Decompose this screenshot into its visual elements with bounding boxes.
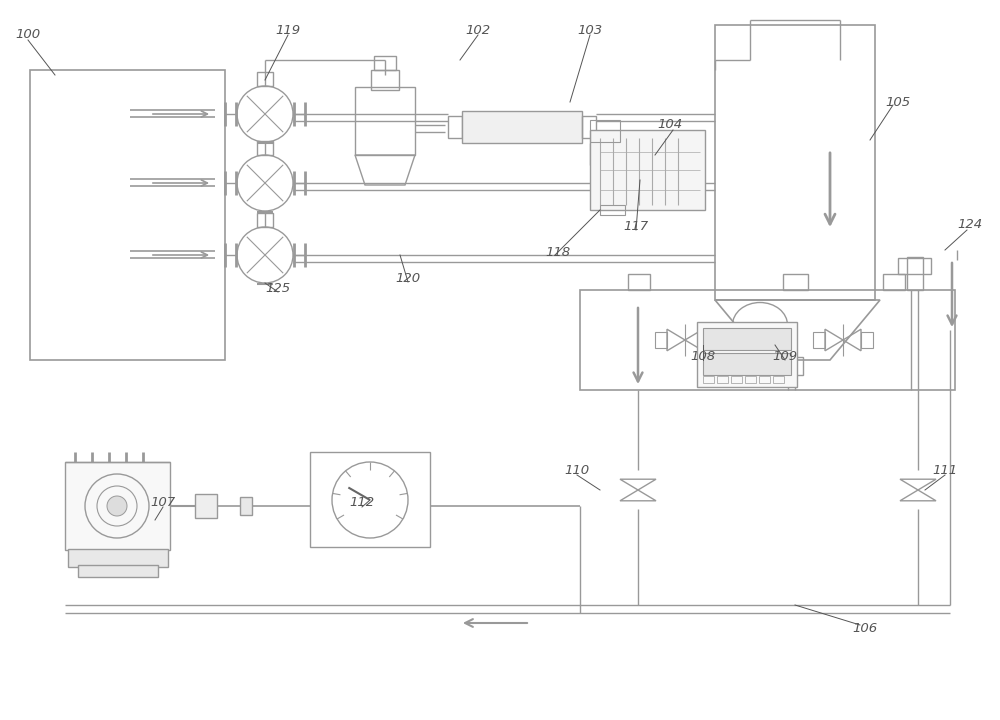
- Bar: [257, 141, 273, 155]
- Bar: [310, 452, 430, 547]
- Text: 111: 111: [932, 464, 958, 477]
- Bar: [78, 565, 158, 577]
- Text: 109: 109: [772, 351, 798, 364]
- Bar: [813, 332, 825, 348]
- Bar: [703, 376, 714, 383]
- Bar: [759, 376, 770, 383]
- Bar: [65, 462, 170, 550]
- Bar: [195, 494, 217, 518]
- Text: 108: 108: [690, 351, 716, 364]
- Text: 120: 120: [395, 271, 421, 284]
- Bar: [371, 70, 399, 90]
- Text: 119: 119: [275, 24, 301, 37]
- Bar: [717, 376, 728, 383]
- Bar: [783, 274, 808, 290]
- Text: 110: 110: [564, 464, 590, 477]
- Text: 104: 104: [657, 119, 683, 132]
- Text: 112: 112: [349, 495, 375, 508]
- Text: 103: 103: [577, 24, 603, 37]
- Bar: [355, 87, 415, 155]
- Bar: [68, 549, 168, 567]
- Bar: [462, 111, 582, 143]
- Bar: [697, 322, 797, 387]
- Bar: [861, 332, 873, 348]
- Bar: [628, 274, 650, 290]
- Circle shape: [332, 462, 408, 538]
- Bar: [600, 205, 625, 215]
- Bar: [590, 130, 705, 210]
- Circle shape: [107, 496, 127, 516]
- Text: 106: 106: [852, 621, 878, 634]
- Bar: [257, 213, 273, 227]
- Bar: [580, 290, 955, 390]
- Bar: [715, 25, 875, 300]
- Bar: [30, 70, 225, 360]
- Bar: [745, 376, 756, 383]
- Text: 124: 124: [957, 218, 983, 232]
- Bar: [448, 116, 462, 138]
- Text: 118: 118: [545, 246, 571, 258]
- Bar: [898, 258, 931, 274]
- Bar: [703, 332, 715, 348]
- Bar: [582, 116, 596, 138]
- Bar: [703, 328, 791, 350]
- Bar: [703, 353, 791, 375]
- Text: 117: 117: [623, 220, 649, 233]
- Text: 100: 100: [15, 29, 41, 42]
- Bar: [773, 376, 784, 383]
- Text: 102: 102: [465, 24, 491, 37]
- Text: 107: 107: [150, 495, 176, 508]
- Bar: [257, 72, 273, 86]
- Text: 105: 105: [885, 96, 911, 109]
- Bar: [731, 376, 742, 383]
- Bar: [907, 257, 923, 290]
- Bar: [773, 357, 803, 375]
- Bar: [655, 332, 667, 348]
- Bar: [240, 497, 252, 515]
- Text: 125: 125: [265, 282, 291, 294]
- Bar: [883, 274, 905, 290]
- Bar: [590, 120, 620, 142]
- Bar: [374, 56, 396, 70]
